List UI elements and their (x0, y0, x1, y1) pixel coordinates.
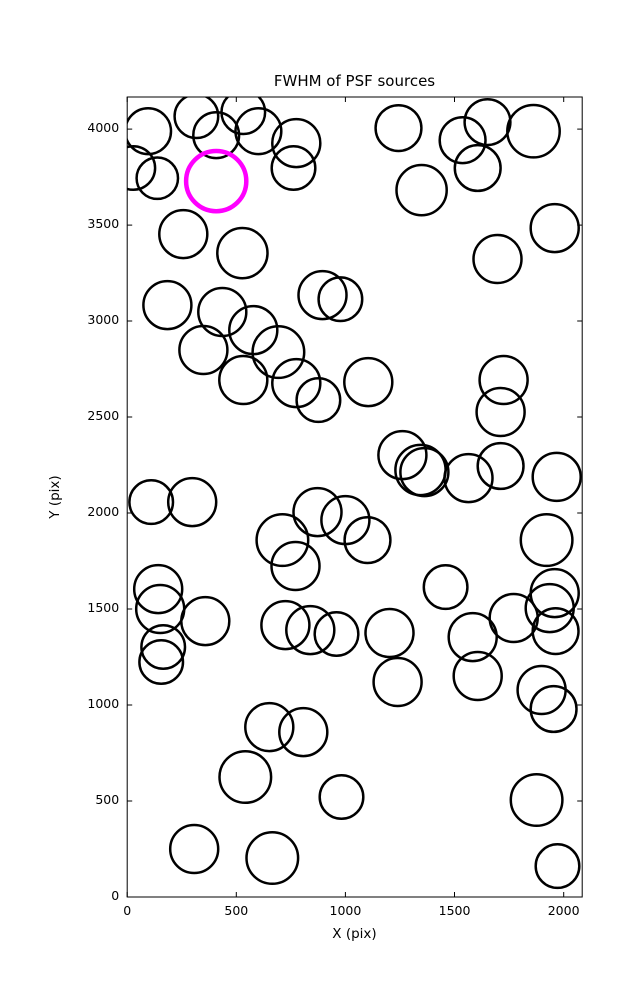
psf-circle (128, 479, 175, 526)
psf-circle (251, 325, 306, 380)
psf-circle (271, 117, 322, 169)
psf-circle (138, 638, 185, 686)
psf-circle (166, 476, 218, 528)
psf-circle (509, 772, 564, 828)
psf-circle (374, 103, 423, 153)
psf-circle (343, 515, 392, 565)
psf-circle (452, 650, 503, 702)
plot-border (126, 96, 583, 898)
x-tick-label: 0 (123, 903, 132, 918)
psf-circle (453, 143, 502, 193)
psf-circle (173, 97, 220, 140)
psf-circle (180, 595, 231, 647)
psf-circle (270, 144, 317, 192)
psf-circle (292, 486, 343, 538)
psf-circle (317, 276, 364, 323)
y-tick-label: 1000 (87, 696, 120, 711)
y-tick-label: 2000 (87, 504, 120, 520)
highlighted-psf-circle (183, 148, 249, 214)
x-tick-label: 1000 (329, 903, 362, 918)
chart-title: FWHM of PSF sources (273, 72, 436, 90)
x-tick-label: 1500 (438, 903, 471, 918)
psf-circle (488, 592, 539, 644)
psf-circle (524, 582, 575, 634)
y-tick-label: 4000 (87, 120, 120, 136)
psf-circle (168, 823, 220, 875)
psf-circle (318, 773, 365, 821)
psf-circle (463, 97, 512, 147)
x-tick-label: 2000 (547, 903, 580, 918)
psf-circle (313, 610, 360, 658)
x-tick-label: 500 (224, 903, 249, 918)
psf-circle (285, 604, 336, 656)
psf-circle (506, 103, 561, 159)
psf-circle (443, 452, 494, 504)
psf-circle (372, 656, 423, 708)
psf-circle (519, 513, 574, 568)
psf-circle (158, 208, 209, 260)
y-tick-label: 3000 (87, 312, 120, 328)
psf-circle (377, 429, 428, 481)
psf-circle (399, 446, 450, 498)
psf-circle (132, 563, 184, 615)
psf-circle (216, 226, 269, 280)
psf-circle (192, 111, 241, 160)
psf-circle (255, 513, 310, 568)
psf-circle (529, 202, 580, 254)
y-tick-label: 500 (95, 792, 120, 807)
psf-circle (245, 830, 300, 886)
y-axis-label: Y (pix) (47, 475, 63, 519)
y-tick-label: 3500 (87, 216, 120, 232)
psf-circle (395, 163, 448, 217)
circles-group (127, 97, 582, 890)
psf-circle (218, 354, 269, 406)
psf-circle (529, 567, 580, 619)
psf-circle (529, 684, 578, 734)
psf-circle (140, 623, 187, 671)
psf-circle (531, 451, 582, 503)
psf-circle (135, 156, 180, 201)
psf-circle (531, 606, 580, 656)
psf-circle (343, 356, 394, 408)
psf-circle (364, 607, 415, 659)
psf-circle (260, 599, 311, 651)
y-tick-label: 2500 (87, 408, 120, 424)
psf-circle (472, 233, 523, 285)
psf-circle (438, 116, 487, 165)
psf-circle (422, 564, 469, 611)
psf-circle (127, 107, 173, 156)
psf-circle (278, 706, 329, 758)
psf-circle (244, 701, 295, 753)
psf-circle (178, 324, 229, 376)
psf-circle (534, 843, 581, 890)
psf-circle (234, 107, 283, 156)
psf-circle (447, 611, 498, 663)
psf-circle (297, 269, 348, 321)
psf-circle (478, 354, 529, 406)
psf-circle (127, 144, 157, 192)
psf-circle (475, 386, 526, 438)
psf-circle (295, 377, 342, 424)
psf-circle (218, 749, 273, 805)
x-axis-label: X (pix) (332, 926, 377, 942)
psf-circle (271, 357, 322, 409)
psf-circle (270, 540, 321, 592)
y-tick-label: 1500 (87, 600, 120, 616)
psf-circle (476, 441, 525, 491)
y-tick-label: 0 (111, 888, 120, 903)
psf-circle (142, 279, 193, 331)
psf-circle (220, 97, 267, 136)
